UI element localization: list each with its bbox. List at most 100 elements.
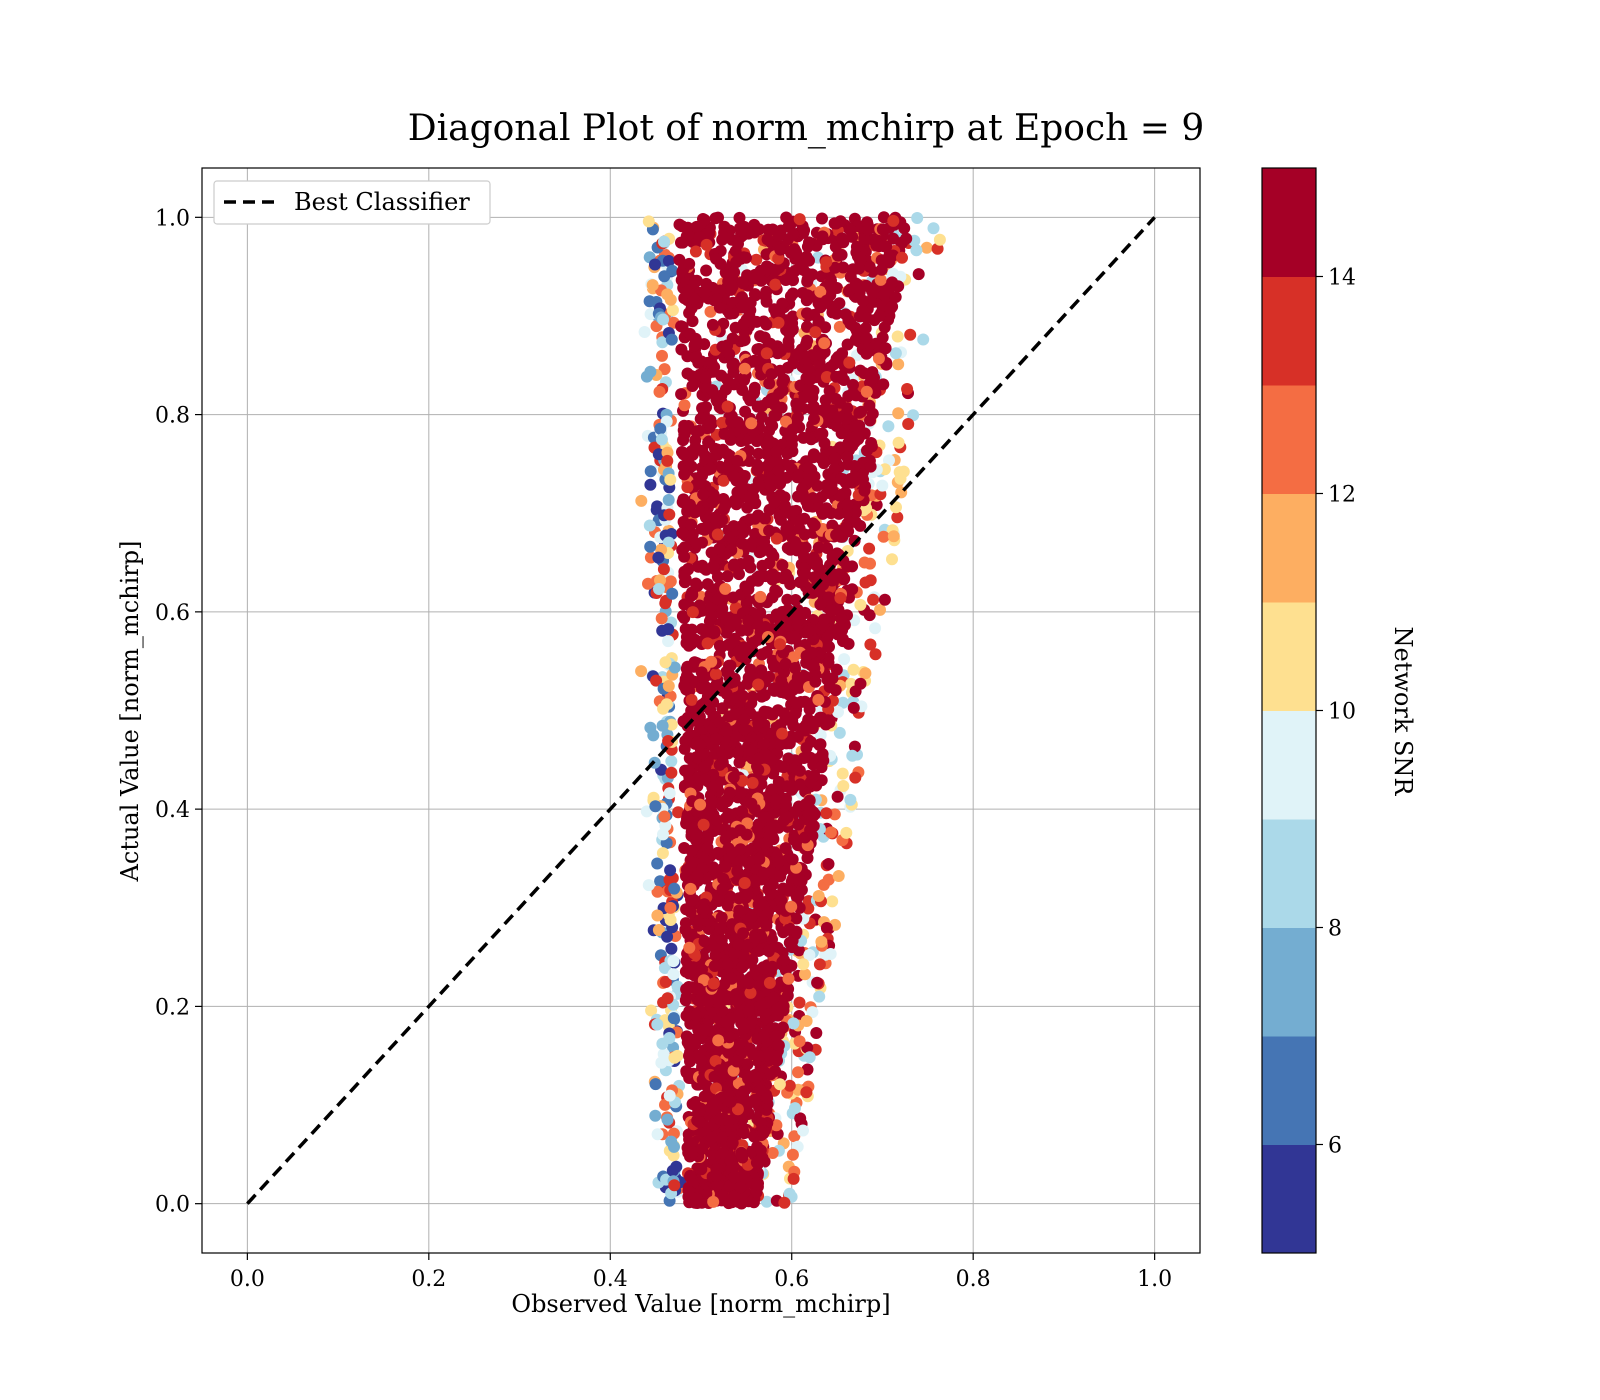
- scatter-point: [910, 244, 923, 257]
- colorbar-bin: [1262, 819, 1316, 928]
- scatter-point: [824, 361, 837, 374]
- scatter-point: [675, 320, 688, 333]
- scatter-point: [666, 1164, 679, 1177]
- scatter-point: [815, 270, 828, 283]
- scatter-point: [771, 1003, 784, 1016]
- scatter-point: [678, 541, 691, 554]
- scatter-point: [697, 818, 710, 831]
- scatter-point: [706, 496, 719, 509]
- scatter-point: [822, 591, 835, 604]
- scatter-point: [780, 211, 793, 224]
- scatter-point: [896, 251, 908, 264]
- scatter-point: [734, 786, 747, 799]
- scatter-point: [767, 392, 780, 405]
- scatter-point: [715, 933, 728, 946]
- scatter-point: [678, 679, 691, 692]
- scatter-point: [675, 388, 688, 401]
- scatter-point: [652, 924, 665, 936]
- scatter-point: [757, 315, 770, 328]
- scatter-point: [703, 808, 716, 821]
- scatter-point: [793, 1035, 806, 1048]
- scatter-point: [768, 303, 781, 316]
- scatter-point: [852, 433, 865, 446]
- scatter-point: [755, 648, 768, 661]
- scatter-point: [649, 1109, 662, 1122]
- scatter-point: [738, 334, 751, 346]
- scatter-point: [704, 462, 717, 475]
- scatter-point: [787, 287, 799, 300]
- scatter-point: [697, 213, 709, 225]
- scatter-point: [689, 441, 702, 454]
- scatter-point: [649, 1078, 662, 1091]
- scatter-point: [864, 460, 877, 473]
- scatter-point: [793, 996, 806, 1009]
- scatter-point: [681, 927, 694, 940]
- scatter-point: [846, 749, 859, 762]
- scatter-point: [900, 232, 913, 245]
- scatter-point: [738, 220, 751, 233]
- scatter-point: [765, 753, 778, 766]
- scatter-point: [712, 593, 724, 606]
- scatter-point: [804, 824, 817, 837]
- scatter-point: [727, 591, 740, 604]
- scatter-point: [662, 735, 675, 747]
- scatter-point: [665, 718, 678, 731]
- scatter-point: [815, 349, 828, 362]
- scatter-point: [658, 270, 671, 283]
- scatter-point: [657, 702, 670, 715]
- scatter-point: [680, 1065, 693, 1078]
- scatter-point: [778, 954, 790, 967]
- scatter-point: [717, 1067, 730, 1080]
- colorbar-tick-label: 12: [1328, 483, 1356, 508]
- scatter-point: [676, 527, 689, 539]
- scatter-point: [792, 1066, 804, 1079]
- scatter-point: [668, 882, 681, 895]
- scatter-point: [715, 1131, 728, 1144]
- scatter-point: [786, 853, 799, 866]
- scatter-point: [826, 550, 839, 563]
- scatter-point: [684, 906, 697, 919]
- scatter-point: [806, 1006, 819, 1019]
- scatter-point: [726, 332, 739, 345]
- scatter-point: [826, 483, 839, 496]
- scatter-point: [668, 661, 681, 674]
- scatter-point: [665, 333, 678, 346]
- scatter-point: [724, 1154, 737, 1167]
- scatter-point: [814, 598, 827, 611]
- scatter-point: [802, 461, 815, 474]
- scatter-point: [661, 930, 674, 943]
- scatter-point: [807, 448, 820, 461]
- scatter-point: [789, 662, 801, 674]
- scatter-point: [812, 890, 825, 902]
- scatter-point: [703, 421, 716, 434]
- scatter-point: [835, 472, 847, 485]
- scatter-point: [800, 1086, 813, 1099]
- scatter-point: [686, 528, 699, 541]
- scatter-point: [864, 574, 877, 587]
- scatter-point: [750, 1071, 763, 1084]
- scatter-point: [693, 715, 706, 728]
- scatter-point: [695, 1054, 707, 1067]
- scatter-point: [832, 529, 845, 542]
- scatter-point: [782, 972, 795, 985]
- scatter-point: [657, 828, 669, 841]
- scatter-point: [722, 1114, 735, 1127]
- scatter-point: [744, 986, 757, 999]
- scatter-point: [815, 761, 828, 774]
- scatter-point: [749, 931, 762, 944]
- scatter-point: [760, 347, 773, 360]
- scatter-point: [822, 858, 835, 870]
- scatter-point: [789, 264, 801, 277]
- scatter-point: [786, 1148, 799, 1161]
- scatter-point: [697, 974, 710, 987]
- colorbar-label: Network SNR: [1389, 627, 1417, 797]
- scatter-point: [645, 1004, 658, 1017]
- scatter-point: [874, 273, 887, 286]
- scatter-point: [822, 656, 835, 669]
- scatter-point: [732, 938, 745, 951]
- scatter-point: [892, 436, 905, 449]
- scatter-point: [751, 1140, 764, 1153]
- scatter-point: [706, 384, 719, 397]
- scatter-point: [801, 1063, 814, 1076]
- scatter-point: [659, 656, 672, 669]
